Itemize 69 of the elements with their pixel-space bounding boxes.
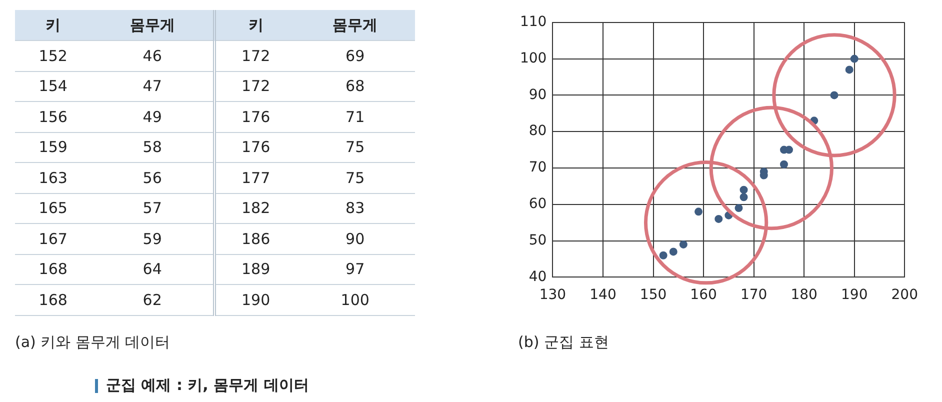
x-tick-label: 150	[640, 287, 667, 304]
point	[740, 186, 748, 194]
text: 152	[15, 40, 92, 71]
text: 56	[91, 162, 215, 193]
y-tick-label: 100	[520, 50, 547, 66]
text: 59	[91, 224, 215, 254]
text: 46	[91, 40, 215, 71]
x-tick-label: 200	[891, 287, 918, 304]
text: 168	[15, 284, 92, 315]
point	[694, 208, 703, 216]
text: 49	[91, 102, 215, 132]
x-tick-label: 170	[740, 287, 768, 304]
x-tick-label: 140	[590, 287, 616, 304]
y-tick-label: 50	[528, 232, 547, 248]
text: 176	[214, 102, 296, 132]
category-label: 몸무게	[295, 10, 415, 40]
text: 75	[295, 162, 415, 193]
text: 68	[295, 71, 415, 102]
point	[740, 193, 748, 202]
text: 75	[295, 132, 415, 162]
y-tick-label: 60	[528, 196, 547, 212]
text: 47	[91, 71, 215, 102]
point	[679, 240, 688, 248]
y-tick-label: 80	[528, 123, 547, 140]
text: 57	[91, 193, 215, 224]
text: 186	[214, 224, 296, 254]
text: 83	[295, 193, 415, 224]
y-tick-label: 110	[520, 14, 547, 30]
point	[669, 248, 678, 256]
text: 182	[214, 193, 296, 224]
text: 군집 예제 : 키, 몸무게 데이터	[106, 376, 309, 395]
point	[780, 160, 788, 168]
text: 71	[295, 102, 415, 132]
x-tick-label: 160	[690, 287, 717, 304]
text: 69	[295, 40, 415, 71]
text: 176	[214, 132, 296, 162]
text: 64	[91, 254, 215, 284]
category-label: 키	[15, 10, 92, 40]
text: (b) 군집 표현	[518, 333, 609, 352]
text: 163	[15, 162, 92, 193]
text: 172	[214, 71, 296, 102]
category-label: 키	[214, 10, 296, 40]
text: 172	[214, 40, 296, 71]
text: 154	[15, 71, 92, 102]
text: 58	[91, 132, 215, 162]
y-tick-label: 90	[528, 86, 547, 103]
text: 177	[214, 162, 296, 193]
text: 97	[295, 254, 415, 284]
text: 62	[91, 284, 215, 315]
y-tick-label: 70	[528, 160, 547, 176]
category-label: 몸무게	[91, 10, 215, 40]
y-tick-label: 40	[528, 268, 547, 285]
point	[850, 54, 858, 63]
text: 189	[214, 254, 296, 284]
text: (a) 키와 몸무게 데이터	[15, 333, 170, 352]
x-tick-label: 180	[790, 287, 818, 304]
point	[734, 204, 743, 212]
text: 167	[15, 224, 92, 254]
text: 100	[295, 284, 415, 315]
point	[845, 66, 854, 74]
x-tick-label: 190	[841, 287, 868, 304]
text: 156	[15, 102, 92, 132]
point	[659, 251, 668, 260]
text: 159	[15, 132, 92, 162]
text: 165	[15, 193, 92, 224]
point	[714, 214, 723, 223]
text: 90	[295, 224, 415, 254]
x-tick-label: 130	[539, 287, 566, 304]
text: 168	[15, 254, 92, 284]
